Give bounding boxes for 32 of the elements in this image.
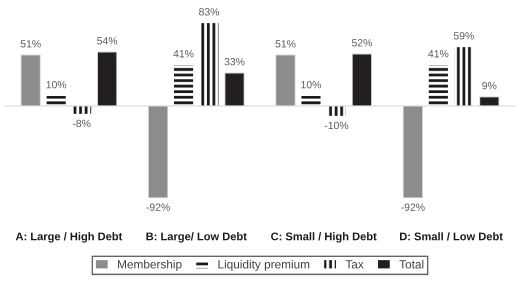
bar xyxy=(174,65,194,106)
bar xyxy=(428,65,448,106)
bar xyxy=(199,23,219,106)
x-tick-label: A: Large / High Debt xyxy=(16,232,122,243)
data-label: 51% xyxy=(275,40,296,48)
x-tick-label: C: Small / High Debt xyxy=(271,232,377,243)
bar xyxy=(301,96,321,106)
data-label: 54% xyxy=(97,37,118,44)
bar xyxy=(454,47,474,106)
bar xyxy=(72,106,92,114)
data-label: -8% xyxy=(72,120,91,128)
data-label: 41% xyxy=(428,50,448,58)
data-label: -10% xyxy=(324,122,348,130)
bar xyxy=(46,96,66,106)
data-label: 9% xyxy=(482,82,496,90)
data-label: -92% xyxy=(146,204,170,211)
x-tick-label: D: Small / Low Debt xyxy=(400,232,503,240)
data-label: 33% xyxy=(224,58,245,66)
legend-label: Liquidity premium xyxy=(218,260,310,271)
data-label: 83% xyxy=(199,8,220,16)
bar xyxy=(326,106,346,116)
data-label: 51% xyxy=(20,40,41,48)
data-label: 52% xyxy=(352,39,372,46)
legend-label: Tax xyxy=(346,260,364,268)
data-label: 10% xyxy=(46,80,66,88)
data-label: -92% xyxy=(401,204,425,211)
legend-label: Total xyxy=(399,260,424,268)
x-tick-label: B: Large/ Low Debt xyxy=(146,232,247,243)
data-label: 59% xyxy=(454,32,474,40)
data-label: 10% xyxy=(301,80,322,88)
legend-label: Membership xyxy=(118,260,182,271)
data-label: 41% xyxy=(173,50,194,58)
